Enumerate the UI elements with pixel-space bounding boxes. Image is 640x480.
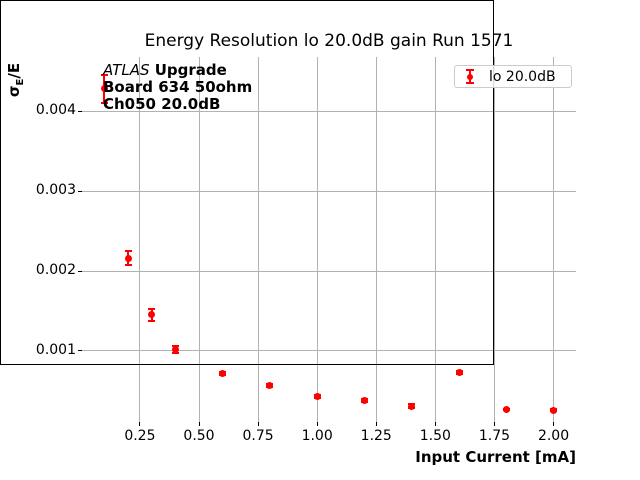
y-gridline [82,110,576,112]
x-tick-mark [198,422,200,426]
data-point [313,392,321,400]
y-gridline [82,190,576,192]
y-tick-label: 0.001 [35,341,76,358]
ylabel-subscript: E [15,78,26,86]
y-tick-label: 0.003 [35,182,76,199]
y-tick-label: 0.004 [35,102,76,119]
legend-errorbar-cap-bottom [466,82,474,84]
data-point [502,406,510,414]
x-tick-label: 2.00 [537,428,570,444]
legend-series-label: lo 20.0dB [489,68,556,85]
legend-errorbar-cap-top [466,69,474,71]
x-tick-label: 0.50 [183,428,215,444]
annotation-line-2: Board 634 50ohm [103,78,253,96]
x-tick-mark [553,422,555,426]
annotation-line-3: Ch050 20.0dB [103,95,221,113]
error-bar-cap-bottom [148,320,156,323]
y-tick-mark [78,190,82,192]
error-bar-cap-top [124,250,132,253]
y-gridline [82,270,576,272]
data-point [550,406,558,414]
x-tick-mark [257,422,259,426]
chart-title: Energy Resolution lo 20.0dB gain Run 157… [144,31,514,51]
annotation-block: ATLAS Upgrade Board 634 50ohm Ch050 20.0… [103,62,252,113]
x-gridline [139,57,141,422]
y-tick-mark [78,270,82,272]
x-gridline [434,57,436,422]
errorbar-legend-icon [455,66,485,87]
y-gridline [82,350,576,352]
ylabel-sigma: σ [5,85,23,98]
y-tick-label: 0.002 [35,262,76,279]
legend-box: lo 20.0dB [454,65,572,88]
data-point [124,254,132,262]
y-tick-mark [78,110,82,112]
x-gridline [257,57,259,422]
annotation-line-1: ATLAS Upgrade [103,62,252,79]
plot-area [82,57,576,422]
ylabel-rest: /E [5,62,23,79]
data-point [148,311,156,319]
x-gridline [375,57,377,422]
x-tick-label: 1.50 [419,428,451,444]
x-tick-label: 0.75 [242,428,274,444]
x-tick-mark [375,422,377,426]
error-bar-cap-top [100,74,108,77]
data-point [219,369,227,377]
data-point [455,368,463,376]
x-tick-mark [434,422,436,426]
x-gridline [493,57,495,422]
x-gridline [198,57,200,422]
x-tick-label: 1.75 [478,428,511,444]
x-tick-label: 1.00 [301,428,333,444]
legend-marker-dot [467,73,473,80]
data-point [408,402,416,410]
annotation-line1-rest: Upgrade [149,61,227,79]
x-tick-label: 0.25 [124,428,156,444]
x-gridline [316,57,318,422]
data-point [171,345,179,353]
x-tick-mark [139,422,141,426]
data-point [360,396,368,404]
data-point [100,85,108,93]
error-bar-cap-bottom [124,264,132,267]
data-point [266,381,274,389]
annotation-experiment: ATLAS [103,61,150,79]
x-gridline [553,57,555,422]
x-tick-label: 1.25 [360,428,392,444]
error-bar-cap-bottom [100,101,108,104]
x-tick-mark [316,422,318,426]
x-axis-label: Input Current [mA] [415,448,576,466]
x-tick-mark [493,422,495,426]
y-tick-mark [78,350,82,352]
error-bar-cap-top [148,307,156,310]
